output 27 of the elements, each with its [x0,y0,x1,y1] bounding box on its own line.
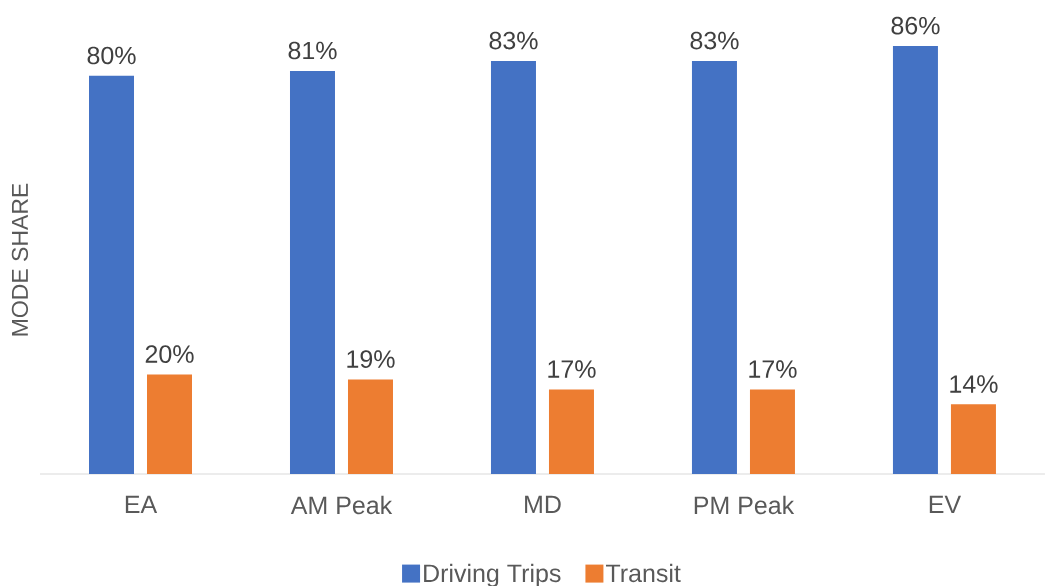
x-tick-label: EV [929,495,962,513]
bar [89,75,135,474]
bar [892,46,938,474]
bar [749,389,795,474]
data-label: 17% [749,360,797,378]
bar [147,374,192,474]
x-tick-label: AM Peak [290,495,393,515]
x-tick-label: PM Peak [694,495,795,515]
data-label: 20% [145,345,194,363]
bar [289,70,335,474]
bar [548,389,594,474]
legend-label: Transit [605,563,681,583]
data-label: 83% [489,31,538,50]
bar [691,60,737,474]
bar [347,379,393,474]
data-label: 80% [87,46,136,65]
data-label: 17% [548,360,596,378]
data-label: 19% [347,350,395,368]
x-tick-label: EA [125,495,158,513]
data-label: 81% [288,41,337,60]
y-axis-title: MODE SHARE [11,183,29,336]
bar [490,60,536,474]
bar [950,404,996,474]
data-label: 83% [690,31,739,50]
x-tick-label: MD [525,495,561,513]
data-label: 14% [950,375,998,393]
data-label: 86% [891,16,940,35]
